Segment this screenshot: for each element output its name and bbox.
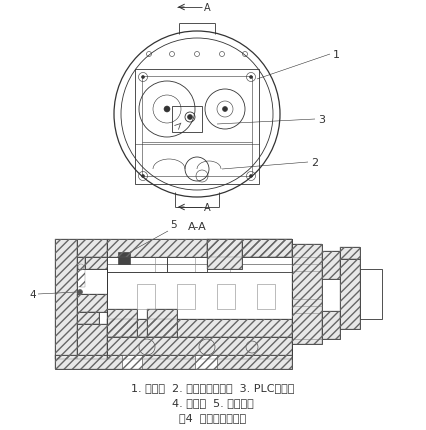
Bar	[107, 309, 137, 337]
Bar	[147, 309, 177, 337]
Bar	[55, 355, 292, 369]
Bar	[77, 240, 107, 258]
Bar	[340, 247, 360, 259]
Bar	[107, 309, 137, 337]
Circle shape	[250, 175, 253, 178]
Bar	[195, 355, 217, 369]
Bar	[207, 240, 242, 269]
Text: 1: 1	[333, 50, 340, 60]
Bar	[77, 324, 107, 359]
Bar	[322, 252, 340, 280]
Bar	[107, 319, 292, 337]
Bar	[292, 244, 322, 344]
Bar	[242, 240, 292, 258]
Bar	[77, 312, 99, 324]
Text: A: A	[204, 203, 210, 212]
Text: 图4  内置式检测装置: 图4 内置式检测装置	[179, 412, 247, 422]
Text: A-A: A-A	[187, 221, 206, 231]
Bar	[360, 269, 382, 319]
Bar	[172, 107, 202, 133]
Bar	[107, 319, 292, 337]
Circle shape	[164, 107, 170, 113]
Bar	[340, 259, 360, 329]
Bar	[122, 355, 142, 369]
Bar	[55, 240, 77, 359]
Bar	[107, 337, 292, 359]
Text: 4: 4	[29, 289, 36, 299]
Bar	[77, 294, 107, 312]
Bar	[147, 309, 177, 337]
Bar	[177, 284, 195, 309]
Circle shape	[187, 115, 193, 120]
Bar	[322, 311, 340, 339]
Text: 1. 齿轮轴  2. 位移检测传感器  3. PLC控制板: 1. 齿轮轴 2. 位移检测传感器 3. PLC控制板	[131, 382, 295, 392]
Bar	[107, 272, 292, 319]
Bar	[217, 284, 235, 309]
Bar	[207, 240, 242, 269]
Bar	[77, 258, 85, 287]
Bar	[107, 258, 167, 272]
Bar	[207, 240, 292, 258]
Bar	[107, 240, 207, 258]
Bar	[322, 252, 340, 280]
Bar	[207, 240, 292, 258]
Bar	[77, 324, 107, 359]
Bar	[322, 311, 340, 339]
Bar	[77, 269, 107, 294]
Text: 3: 3	[318, 115, 325, 125]
Bar	[340, 247, 360, 259]
Bar	[107, 337, 292, 359]
Text: 4. 感应点  5. 传动齿轮: 4. 感应点 5. 传动齿轮	[172, 397, 254, 407]
Bar	[118, 252, 130, 264]
Bar	[242, 240, 292, 258]
Bar	[142, 77, 252, 177]
Bar	[55, 240, 77, 359]
Bar	[77, 240, 107, 258]
Circle shape	[141, 76, 144, 79]
Bar	[137, 284, 155, 309]
Text: 5: 5	[170, 219, 177, 230]
Text: 2: 2	[311, 158, 318, 168]
Circle shape	[250, 76, 253, 79]
Bar	[85, 258, 107, 269]
Text: A: A	[204, 3, 210, 13]
Circle shape	[222, 107, 227, 112]
Bar	[77, 294, 107, 312]
Bar	[77, 312, 99, 324]
Bar	[167, 258, 207, 272]
Circle shape	[78, 290, 83, 295]
Bar	[292, 244, 322, 344]
Bar	[135, 70, 259, 184]
Bar	[107, 240, 207, 258]
Bar	[55, 355, 292, 369]
Bar	[257, 284, 275, 309]
Bar	[85, 258, 107, 269]
Circle shape	[141, 175, 144, 178]
Bar	[340, 259, 360, 329]
Bar	[77, 258, 85, 287]
